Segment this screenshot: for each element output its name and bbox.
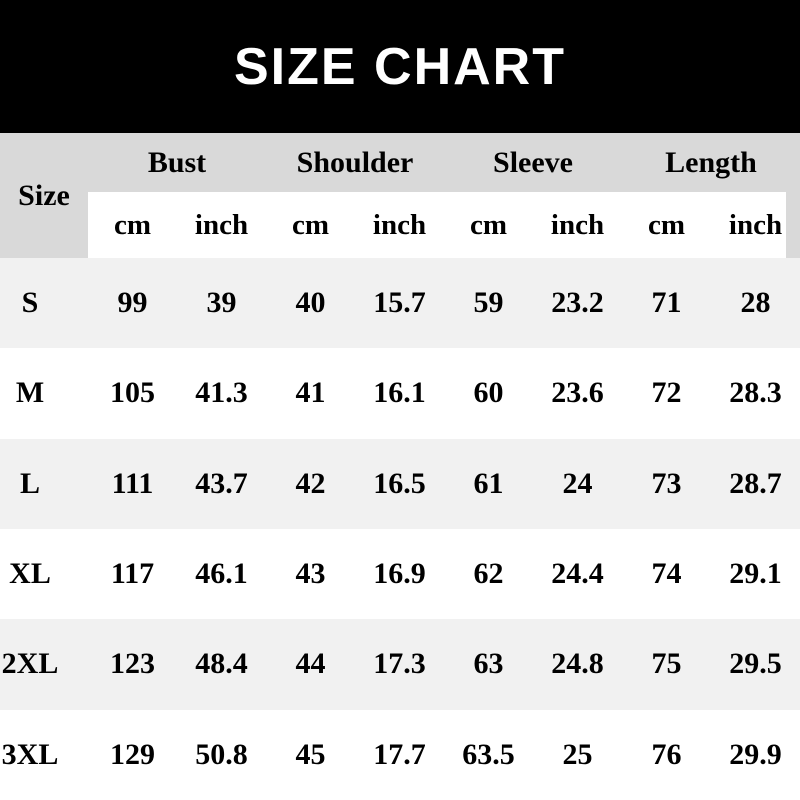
table-row: L 111 43.7 42 16.5 61 24 73 28.7 [0, 438, 800, 529]
value-cell: 59 [473, 286, 504, 320]
value-cell: 117 [110, 557, 155, 591]
value-cell: 63 [473, 647, 504, 681]
value-cell: 41 [295, 376, 326, 410]
value-cell: 25 [562, 737, 593, 771]
value-cell: 75 [651, 647, 682, 681]
value-cell: 123 [110, 647, 155, 681]
size-cell: 2XL [1, 647, 59, 681]
value-cell: 48.4 [195, 647, 248, 681]
value-cell: 28.3 [729, 376, 782, 410]
value-cell: 29.1 [729, 557, 782, 591]
table-row: 3XL 129 50.8 45 17.7 63.5 25 76 29.9 [0, 709, 800, 800]
value-cell: 46.1 [195, 557, 248, 591]
table-row: 2XL 123 48.4 44 17.3 63 24.8 75 29.5 [0, 619, 800, 710]
table-row: S 99 39 40 15.7 59 23.2 71 28 [0, 258, 800, 349]
size-cell: XL [9, 557, 51, 591]
unit-header-length-inch: inch [728, 208, 783, 241]
size-cell: 3XL [1, 737, 59, 771]
page-title: SIZE CHART [234, 37, 566, 96]
value-cell: 29.5 [729, 647, 782, 681]
table-body: S 99 39 40 15.7 59 23.2 71 28 M 105 41.3… [0, 258, 800, 800]
value-cell: 60 [473, 376, 504, 410]
value-cell: 28 [740, 286, 771, 320]
value-cell: 99 [117, 286, 148, 320]
group-header-shoulder: Shoulder [296, 145, 414, 179]
size-column-header: Size [18, 178, 70, 212]
value-cell: 39 [206, 286, 237, 320]
value-cell: 62 [473, 557, 504, 591]
table-header: Size Bust Shoulder Sleeve Length cm inch… [0, 133, 800, 258]
value-cell: 50.8 [195, 737, 248, 771]
unit-header-bust-inch: inch [194, 208, 249, 241]
value-cell: 23.2 [551, 286, 604, 320]
table-row: XL 117 46.1 43 16.9 62 24.4 74 29.1 [0, 528, 800, 620]
group-header-bust: Bust [147, 145, 207, 179]
value-cell: 23.6 [551, 376, 604, 410]
value-cell: 16.5 [373, 466, 426, 500]
table-row: M 105 41.3 41 16.1 60 23.6 72 28.3 [0, 348, 800, 439]
value-cell: 24 [562, 466, 593, 500]
value-cell: 63.5 [462, 737, 515, 771]
size-cell: M [15, 376, 45, 410]
unit-header-shoulder-inch: inch [372, 208, 427, 241]
value-cell: 76 [651, 737, 682, 771]
value-cell: 72 [651, 376, 682, 410]
value-cell: 129 [110, 737, 155, 771]
value-cell: 40 [295, 286, 326, 320]
value-cell: 74 [651, 557, 682, 591]
value-cell: 45 [295, 737, 326, 771]
value-cell: 61 [473, 466, 504, 500]
size-cell: L [19, 466, 40, 500]
value-cell: 43.7 [195, 466, 248, 500]
value-cell: 44 [295, 647, 326, 681]
value-cell: 111 [111, 466, 154, 500]
value-cell: 24.4 [551, 557, 604, 591]
unit-header-length-cm: cm [647, 208, 686, 241]
group-header-sleeve: Sleeve [493, 145, 573, 179]
unit-header-bust-cm: cm [113, 208, 152, 241]
value-cell: 29.9 [729, 737, 782, 771]
value-cell: 28.7 [729, 466, 782, 500]
unit-header-shoulder-cm: cm [291, 208, 330, 241]
title-banner: SIZE CHART [0, 0, 800, 133]
size-chart-table: Size Bust Shoulder Sleeve Length cm inch… [0, 133, 800, 800]
value-cell: 16.1 [373, 376, 426, 410]
unit-header-background [88, 192, 786, 258]
value-cell: 42 [295, 466, 326, 500]
value-cell: 16.9 [373, 557, 426, 591]
value-cell: 24.8 [551, 647, 604, 681]
size-cell: S [21, 286, 39, 320]
value-cell: 17.3 [373, 647, 426, 681]
value-cell: 41.3 [195, 376, 248, 410]
value-cell: 17.7 [373, 737, 426, 771]
unit-header-sleeve-inch: inch [550, 208, 605, 241]
value-cell: 15.7 [373, 286, 426, 320]
unit-header-sleeve-cm: cm [469, 208, 508, 241]
value-cell: 43 [295, 557, 326, 591]
value-cell: 71 [651, 286, 682, 320]
group-header-length: Length [665, 145, 757, 179]
value-cell: 73 [651, 466, 682, 500]
value-cell: 105 [110, 376, 155, 410]
